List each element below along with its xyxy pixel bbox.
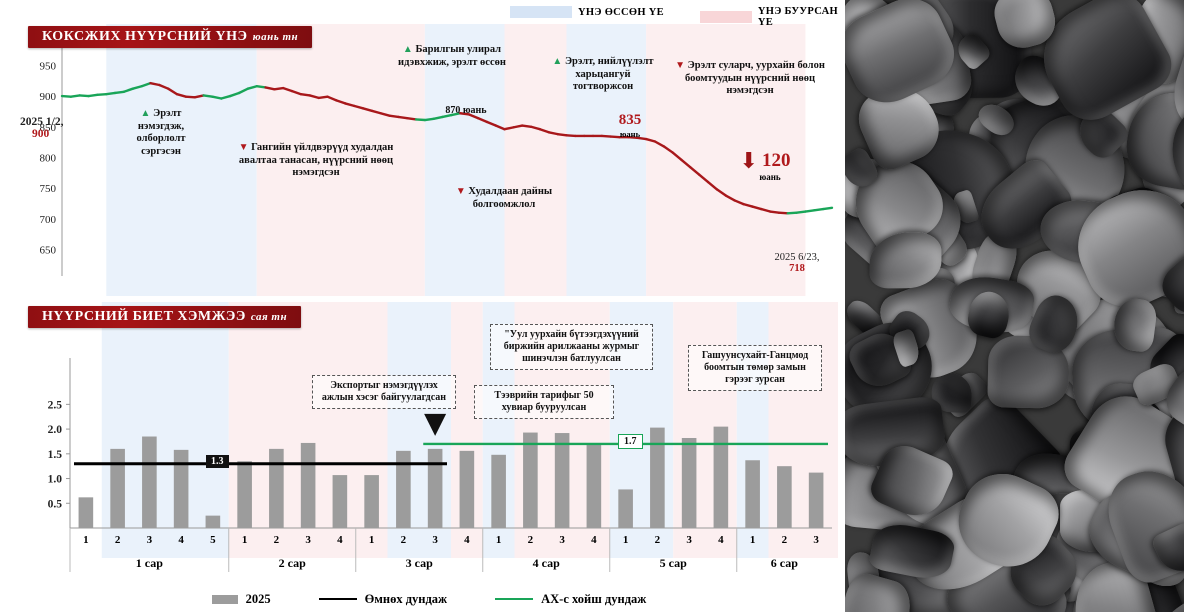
price-band-legend: ҮНЭ ӨССӨН ҮЕ ҮНЭ БУУРСАН ҮЕ bbox=[510, 4, 840, 28]
svg-text:2.5: 2.5 bbox=[48, 399, 63, 411]
price-chart-title-unit: юань тн bbox=[252, 31, 299, 43]
volume-x-tick: 1 bbox=[241, 534, 248, 546]
volume-month-label: 2 сар bbox=[278, 556, 306, 570]
volume-x-tick: 2 bbox=[114, 534, 121, 546]
price-start-label: 2025 1/2, 900 bbox=[20, 116, 64, 140]
volume-x-tick: 2 bbox=[654, 534, 661, 546]
volume-x-tick: 1 bbox=[368, 534, 375, 546]
volume-x-tick: 3 bbox=[686, 534, 692, 546]
legend-swatch-fall bbox=[700, 11, 752, 23]
volume-x-tick: 2 bbox=[527, 534, 534, 546]
triangle-up-icon: ▲ bbox=[552, 56, 563, 67]
price-chart-svg: 650 700 750 800 850 900 950 bbox=[40, 24, 834, 296]
legend-label-prev-avg: Өмнөх дундаж bbox=[364, 591, 448, 606]
volume-x-tick: 5 bbox=[210, 534, 216, 546]
price-value-870: 870 юань bbox=[445, 105, 487, 116]
svg-text:850: 850 bbox=[40, 122, 57, 134]
volume-x-tick: 1 bbox=[749, 534, 756, 546]
legend-item-rise: ҮНЭ ӨССӨН ҮЕ bbox=[510, 6, 664, 18]
volume-x-tick: 4 bbox=[591, 534, 597, 546]
volume-month-label: 6 сар bbox=[770, 556, 798, 570]
triangle-down-icon: ▼ bbox=[238, 142, 249, 153]
volume-month-label: 1 сар bbox=[135, 556, 163, 570]
svg-text:1.0: 1.0 bbox=[48, 474, 63, 486]
svg-text:700: 700 bbox=[40, 214, 57, 226]
price-annotation-4: ▼ Худалдаан дайны болгоомжлол bbox=[455, 186, 553, 210]
legend-item-2025: 2025 bbox=[211, 591, 271, 607]
legend-swatch-rise bbox=[510, 6, 572, 18]
svg-text:900: 900 bbox=[40, 91, 57, 103]
legend-label-fall: ҮНЭ БУУРСАН ҮЕ bbox=[757, 6, 838, 28]
volume-x-tick: 3 bbox=[432, 534, 438, 546]
price-value-835: 835 юань bbox=[618, 112, 642, 139]
price-chart-title-text: КОКСЖИХ НҮҮРСНИЙ ҮНЭ bbox=[42, 29, 248, 44]
svg-text:800: 800 bbox=[40, 152, 57, 164]
price-annotation-1: ▲ Эрэлт нэмэгдэж, олборлолт сэргэсэн bbox=[136, 108, 186, 157]
volume-x-tick: 3 bbox=[813, 534, 819, 546]
price-annotation-6: ▼ Эрэлт суларч, уурхайн болон боомтуудын… bbox=[675, 60, 825, 96]
volume-x-tick: 2 bbox=[781, 534, 788, 546]
volume-chart-title: НҮҮРСНИЙ БИЕТ ХЭМЖЭЭ сая тн bbox=[28, 306, 302, 328]
volume-x-tick: 1 bbox=[622, 534, 629, 546]
legend-swatch-new-avg bbox=[495, 598, 534, 600]
new-average-badge: 1.7 bbox=[618, 434, 643, 449]
svg-text:0.5: 0.5 bbox=[48, 498, 63, 510]
price-annotation-3: ▲ Барилгын улирал идэвхжиж, эрэлт өссөн bbox=[398, 44, 506, 68]
svg-text:750: 750 bbox=[40, 183, 57, 195]
volume-callout-1: Экспортыг нэмэгдүүлэх ажлын хэсэг байгуу… bbox=[312, 375, 456, 409]
svg-text:950: 950 bbox=[40, 60, 57, 72]
volume-chart-title-unit: сая тн bbox=[250, 311, 288, 323]
svg-text:1.5: 1.5 bbox=[48, 449, 63, 461]
volume-x-tick: 3 bbox=[305, 534, 311, 546]
price-end-label: 2025 6/23, 718 bbox=[774, 252, 820, 274]
volume-x-tick: 3 bbox=[559, 534, 565, 546]
price-drop-callout: ⬇ 120 юань bbox=[739, 148, 791, 183]
volume-x-tick: 4 bbox=[337, 534, 343, 546]
volume-x-tick: 4 bbox=[178, 534, 184, 546]
volume-x-tick: 4 bbox=[718, 534, 724, 546]
volume-legend: 2025 Өмнөх дундаж АХ-с хойш дундаж bbox=[20, 588, 838, 610]
svg-text:2.0: 2.0 bbox=[48, 424, 63, 436]
legend-label-rise: ҮНЭ ӨССӨН ҮЕ bbox=[578, 6, 664, 18]
legend-label-new-avg: АХ-с хойш дундаж bbox=[541, 591, 647, 606]
svg-text:650: 650 bbox=[40, 245, 57, 257]
triangle-up-icon: ▲ bbox=[402, 44, 413, 55]
triangle-down-icon: ▼ bbox=[455, 186, 466, 197]
volume-x-tick: 3 bbox=[146, 534, 153, 546]
price-chart-title: КОКСЖИХ НҮҮРСНИЙ ҮНЭ юань тн bbox=[28, 26, 313, 48]
legend-item-prev-avg: Өмнөх дундаж bbox=[318, 591, 448, 607]
volume-x-tick: 1 bbox=[83, 534, 89, 546]
volume-x-tick: 2 bbox=[400, 534, 407, 546]
price-chart: 650 700 750 800 850 900 950 bbox=[20, 24, 838, 296]
volume-month-label: 5 сар bbox=[659, 556, 687, 570]
volume-chart-title-text: НҮҮРСНИЙ БИЕТ ХЭМЖЭЭ bbox=[42, 309, 246, 324]
price-annotation-2: ▼ Гангийн үйлдвэрүүд худалдан авалтаа та… bbox=[238, 142, 394, 178]
volume-callout-3: Тээврийн тарифыг 50 хувиар бууруулсан bbox=[474, 385, 614, 419]
volume-month-label: 4 сар bbox=[532, 556, 560, 570]
legend-item-new-avg: АХ-с хойш дундаж bbox=[495, 592, 646, 607]
volume-month-label: 3 сар bbox=[405, 556, 433, 570]
prev-average-badge: 1.3 bbox=[206, 455, 229, 468]
volume-x-tick: 2 bbox=[273, 534, 280, 546]
coal-photo bbox=[845, 0, 1184, 612]
legend-swatch-prev-avg bbox=[318, 598, 357, 600]
volume-x-tick: 4 bbox=[464, 534, 470, 546]
triangle-down-icon: ▼ bbox=[675, 60, 686, 71]
triangle-up-icon: ▲ bbox=[140, 108, 151, 119]
legend-item-fall: ҮНЭ БУУРСАН ҮЕ bbox=[700, 6, 840, 28]
legend-swatch-bar bbox=[211, 594, 238, 604]
legend-label-2025: 2025 bbox=[245, 591, 271, 606]
arrow-down-icon: ⬇ bbox=[739, 148, 758, 173]
volume-callout-2: "Уул уурхайн бүтээгдэхүүний биржийн арил… bbox=[490, 324, 653, 370]
volume-x-tick: 1 bbox=[495, 534, 502, 546]
volume-callout-4: Гашуунсухайт-Ганцмод боомтын төмөр замын… bbox=[688, 345, 822, 391]
price-annotation-5: ▲ Эрэлт, нийлүүлэлт харьцангуй тогтворжс… bbox=[552, 56, 654, 92]
